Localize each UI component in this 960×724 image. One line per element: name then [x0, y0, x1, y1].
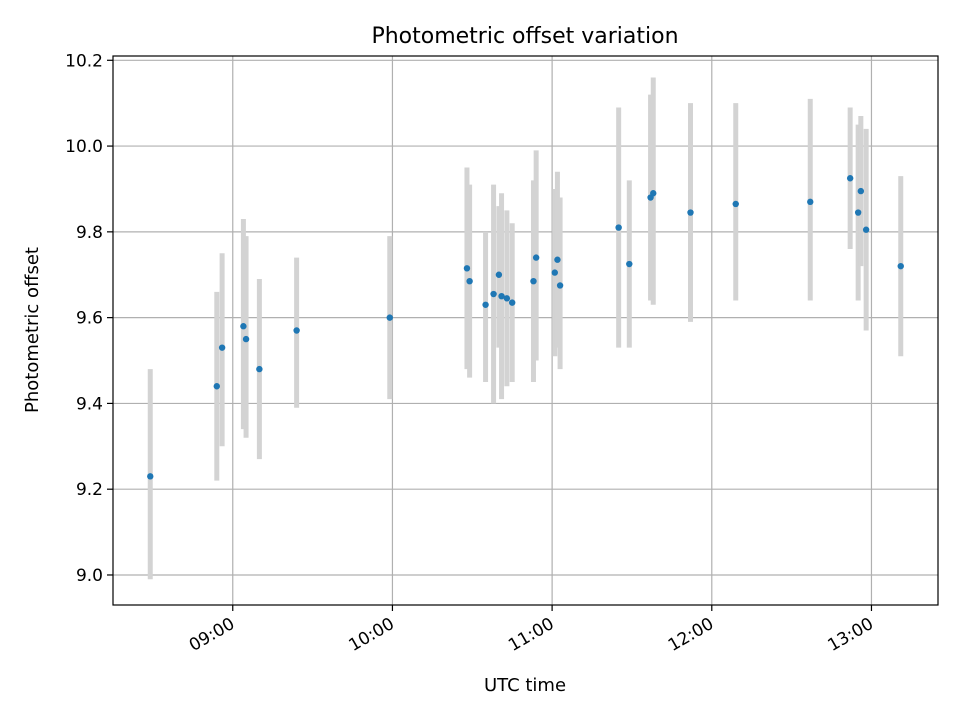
x-tick-label: 13:00	[825, 614, 877, 656]
data-point	[626, 260, 633, 268]
data-point	[897, 262, 904, 270]
y-tick-label: 9.0	[76, 566, 103, 586]
y-axis-label: Photometric offset	[22, 247, 43, 413]
data-point	[508, 299, 516, 306]
y-tick-label: 9.8	[76, 223, 103, 243]
data-point	[466, 277, 473, 285]
y-tick-label: 9.2	[76, 480, 103, 500]
data-point	[862, 226, 870, 233]
grid-lines	[113, 56, 938, 605]
data-point	[615, 224, 622, 231]
data-point	[256, 365, 263, 373]
chart-title: Photometric offset variation	[371, 24, 678, 49]
data-point	[551, 269, 558, 276]
data-point	[732, 200, 739, 208]
data-point	[807, 198, 814, 206]
data-point	[498, 292, 505, 300]
data-point	[218, 344, 226, 351]
data-point	[556, 282, 564, 289]
data-point	[482, 301, 489, 308]
data-point	[554, 256, 561, 263]
y-tick-label: 9.6	[76, 309, 103, 329]
x-axis-label: UTC time	[484, 675, 566, 696]
data-point	[854, 209, 862, 216]
y-axis-ticks: 9.0 9.2 9.4 9.6 9.8 10.0 10.2	[65, 51, 113, 586]
x-tick-label: 09:00	[186, 614, 238, 656]
y-tick-label: 10.2	[65, 51, 103, 71]
data-point	[463, 265, 471, 272]
data-point	[495, 271, 503, 278]
data-point	[213, 383, 220, 390]
data-point	[242, 335, 250, 343]
data-point	[147, 473, 154, 480]
data-point	[846, 175, 854, 182]
data-point	[532, 254, 540, 261]
y-tick-label: 10.0	[65, 137, 103, 157]
plot-background	[113, 56, 938, 605]
data-points	[147, 175, 904, 480]
data-point	[857, 187, 865, 195]
data-point	[687, 209, 694, 216]
x-axis-ticks: 09:00 10:00 11:00 12:00 13:00	[186, 605, 877, 656]
x-tick-label: 10:00	[346, 614, 398, 656]
data-point	[490, 290, 497, 298]
data-point	[503, 295, 511, 302]
data-point	[386, 314, 393, 321]
data-point	[240, 323, 247, 330]
x-tick-label: 12:00	[665, 614, 717, 656]
data-point	[530, 277, 537, 285]
x-tick-label: 11:00	[505, 614, 557, 656]
data-point	[293, 327, 300, 334]
data-point	[650, 190, 657, 197]
plot-frame	[112, 55, 939, 606]
y-tick-label: 9.4	[76, 394, 103, 414]
